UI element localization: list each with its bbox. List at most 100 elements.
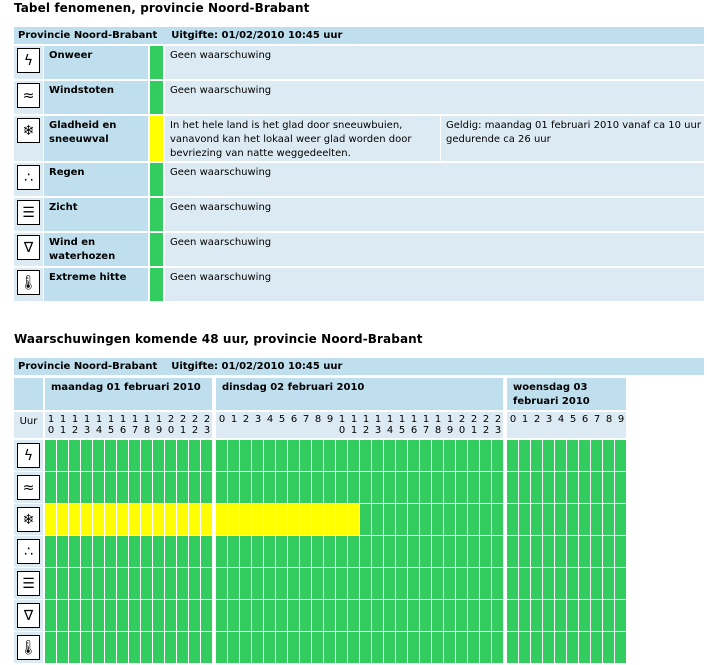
forecast-cell — [252, 600, 263, 631]
warning-text: Geen waarschuwing — [165, 81, 704, 114]
forecast-cell — [57, 600, 68, 631]
phenomena-table: Provincie Noord-Brabant Uitgifte: 01/02/… — [14, 27, 704, 301]
forecast-cell — [507, 472, 518, 503]
phenomenon-icon-cell: ϟ — [14, 46, 43, 79]
forecast-cell — [57, 472, 68, 503]
forecast-cell — [468, 632, 479, 663]
hour-tick: 2 3 — [203, 414, 211, 436]
forecast-cell — [408, 568, 419, 599]
forecast-row-icon: 🌡 — [14, 632, 43, 663]
forecast-cell — [456, 632, 467, 663]
forecast-cell — [519, 600, 530, 631]
forecast-cell — [420, 472, 431, 503]
forecast-cell — [492, 472, 503, 503]
hour-tick: 5 — [569, 414, 577, 425]
phenomenon-icon-cell: 🌡 — [14, 268, 43, 301]
hour-tick: 3 — [545, 414, 553, 425]
phenomenon-name: Onweer — [44, 46, 148, 79]
forecast-cell — [117, 536, 128, 567]
forecast-cell — [201, 600, 212, 631]
phenomena-table-title: Tabel fenomenen, provincie Noord-Brabant — [14, 1, 310, 15]
status-indicator — [150, 233, 163, 266]
validity-text: Geldig: maandag 01 februari 2010 vanaf c… — [441, 116, 704, 161]
forecast-cell — [105, 536, 116, 567]
forecast-cell — [228, 568, 239, 599]
forecast-cell — [372, 440, 383, 471]
forecast-cell — [555, 568, 566, 599]
forecast-cell — [324, 600, 335, 631]
forecast-row-icon: ☰ — [14, 568, 43, 599]
forecast-cell — [444, 632, 455, 663]
lightning-icon: ϟ — [17, 443, 40, 468]
forecast-cell — [543, 632, 554, 663]
forecast-cell — [543, 472, 554, 503]
forecast-cell — [228, 600, 239, 631]
forecast-cell — [228, 504, 239, 535]
forecast-cell — [444, 440, 455, 471]
forecast-cell — [201, 536, 212, 567]
forecast-cell — [444, 472, 455, 503]
forecast-cell — [507, 504, 518, 535]
lightning-icon: ϟ — [17, 48, 40, 73]
forecast-cell — [141, 504, 152, 535]
forecast-cell — [177, 536, 188, 567]
forecast-cell — [300, 472, 311, 503]
forecast-cell — [141, 536, 152, 567]
forecast-cell — [141, 440, 152, 471]
hour-tick: 1 4 — [95, 414, 103, 436]
hour-tick: 5 — [278, 414, 286, 425]
hour-tick: 1 — [521, 414, 529, 425]
forecast-cell — [555, 504, 566, 535]
forecast-cell — [81, 536, 92, 567]
forecast-cell — [264, 536, 275, 567]
forecast-cell — [177, 472, 188, 503]
day-header: woensdag 03 februari 2010 — [507, 378, 626, 410]
forecast-cell — [288, 536, 299, 567]
hour-tick: 1 5 — [107, 414, 115, 436]
hour-tick: 4 — [557, 414, 565, 425]
forecast-cell — [264, 504, 275, 535]
forecast-cell — [348, 600, 359, 631]
forecast-cell — [480, 504, 491, 535]
hour-tick: 2 0 — [167, 414, 175, 436]
thermometer-icon: 🌡 — [17, 635, 40, 660]
forecast-cell — [93, 504, 104, 535]
forecast-cell — [396, 536, 407, 567]
forecast-cell — [372, 536, 383, 567]
forecast-cell — [456, 472, 467, 503]
forecast-cell — [216, 440, 227, 471]
forecast-cell — [396, 504, 407, 535]
forecast-cell — [492, 568, 503, 599]
forecast-cell — [276, 600, 287, 631]
warning-text: Geen waarschuwing — [165, 163, 704, 196]
forecast-table-title: Waarschuwingen komende 48 uur, provincie… — [14, 332, 423, 346]
forecast-cell — [216, 472, 227, 503]
phenomenon-icon-cell: ❄ — [14, 116, 43, 161]
forecast-cell — [57, 504, 68, 535]
forecast-cell — [420, 568, 431, 599]
forecast-cell — [456, 440, 467, 471]
forecast-cell — [360, 440, 371, 471]
forecast-cell — [240, 440, 251, 471]
forecast-cell — [69, 600, 80, 631]
forecast-cell — [189, 632, 200, 663]
forecast-cell — [567, 536, 578, 567]
forecast-cell — [336, 504, 347, 535]
forecast-cell — [420, 632, 431, 663]
forecast-cell — [153, 568, 164, 599]
forecast-cell — [615, 600, 626, 631]
forecast-cell — [336, 472, 347, 503]
forecast-cell — [276, 632, 287, 663]
forecast-cell — [45, 632, 56, 663]
status-indicator — [150, 268, 163, 301]
forecast-cell — [615, 440, 626, 471]
phenomenon-row: ≈ Windstoten Geen waarschuwing — [14, 81, 704, 114]
forecast-cell — [468, 504, 479, 535]
forecast-cell — [288, 504, 299, 535]
forecast-cell — [591, 568, 602, 599]
forecast-cell — [519, 536, 530, 567]
forecast-cell — [384, 632, 395, 663]
hour-tick: 3 — [254, 414, 262, 425]
forecast-cell — [432, 536, 443, 567]
